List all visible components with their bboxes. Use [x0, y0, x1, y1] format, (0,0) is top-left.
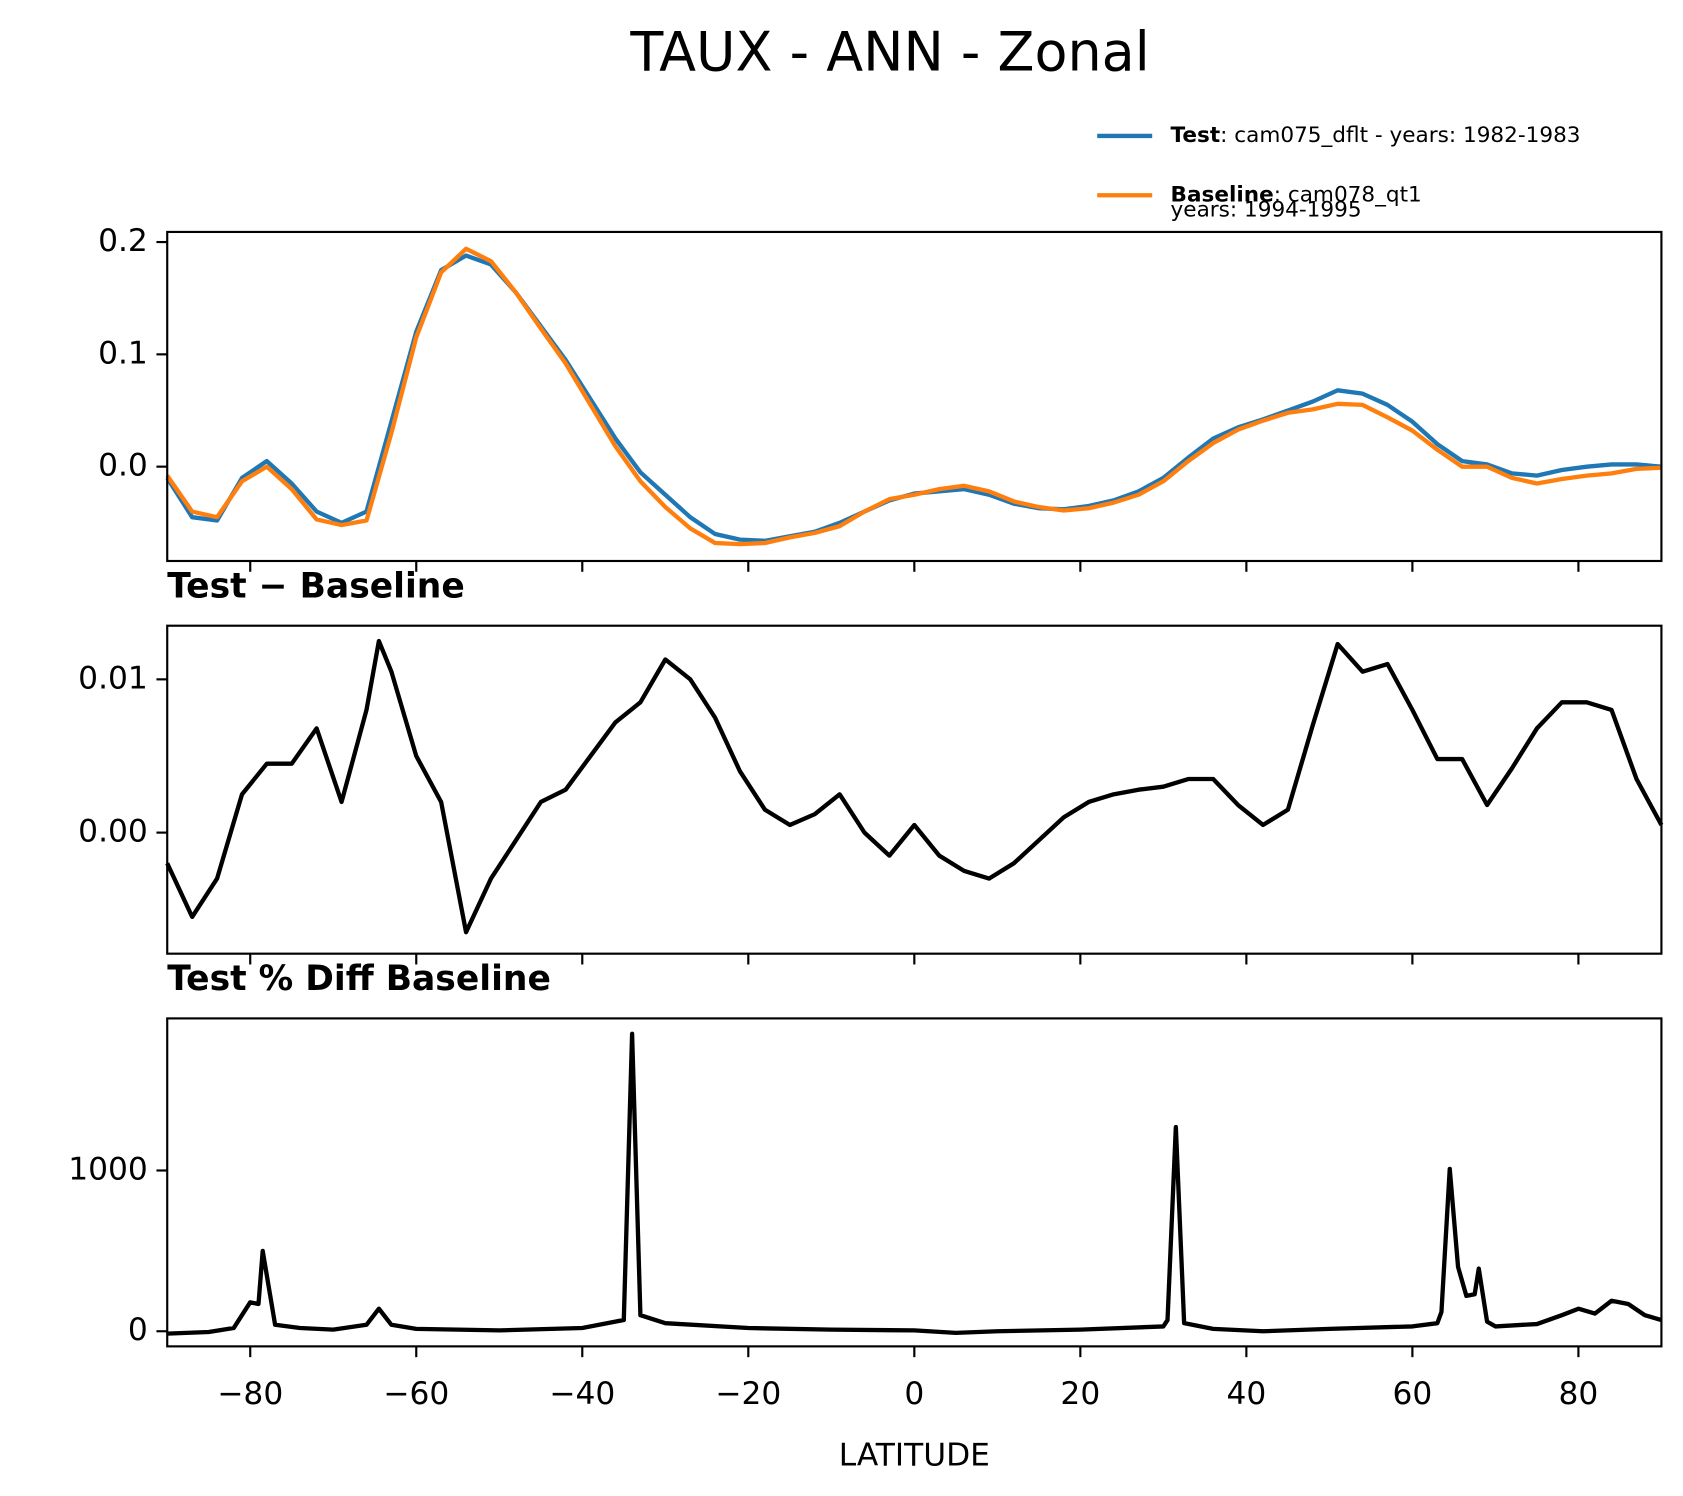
x-tick-label: 80 — [1559, 1376, 1599, 1412]
legend-label: Test: cam075_dflt - years: 1982-1983 — [1171, 123, 1581, 148]
y-tick-label: 0.0 — [98, 448, 148, 484]
x-tick-label: 20 — [1060, 1376, 1100, 1412]
panel-title: Test % Diff Baseline — [167, 959, 551, 999]
y-tick-label: 0.00 — [78, 814, 148, 850]
legend-text: years: 1994-1995 — [1171, 197, 1362, 222]
x-tick-label: 0 — [904, 1376, 924, 1412]
legend-name: Test — [1171, 123, 1221, 148]
x-tick-label: −20 — [715, 1376, 781, 1412]
x-tick-label: −40 — [549, 1376, 615, 1412]
axes-frame — [166, 230, 1663, 563]
y-tick-label: 0 — [128, 1312, 148, 1348]
legend-text: : cam075_dflt - years: 1982-1983 — [1220, 123, 1580, 148]
legend-text: : cam078_qt1 — [1274, 182, 1422, 207]
data-line — [165, 638, 1664, 935]
y-tick-label: 0.1 — [98, 335, 148, 371]
y-tick-label: 0.2 — [98, 223, 148, 259]
x-tick-label: −80 — [217, 1376, 283, 1412]
data-line — [165, 246, 1662, 547]
legend-label: Baseline: cam078_qt1 — [1171, 182, 1422, 207]
figure-title: TAUX - ANN - Zonal — [629, 21, 1149, 84]
y-tick-label: 0.01 — [78, 660, 148, 696]
axes-frame — [166, 1017, 1663, 1348]
data-line — [165, 253, 1662, 543]
x-tick-label: 60 — [1392, 1376, 1432, 1412]
x-tick-label: −60 — [383, 1376, 449, 1412]
x-axis-label: LATITUDE — [839, 1437, 990, 1473]
legend-name: Baseline — [1171, 182, 1274, 207]
panel-title: Test − Baseline — [167, 566, 465, 606]
x-tick-label: 40 — [1226, 1376, 1266, 1412]
data-line — [167, 1031, 1663, 1336]
y-tick-label: 1000 — [68, 1151, 148, 1187]
